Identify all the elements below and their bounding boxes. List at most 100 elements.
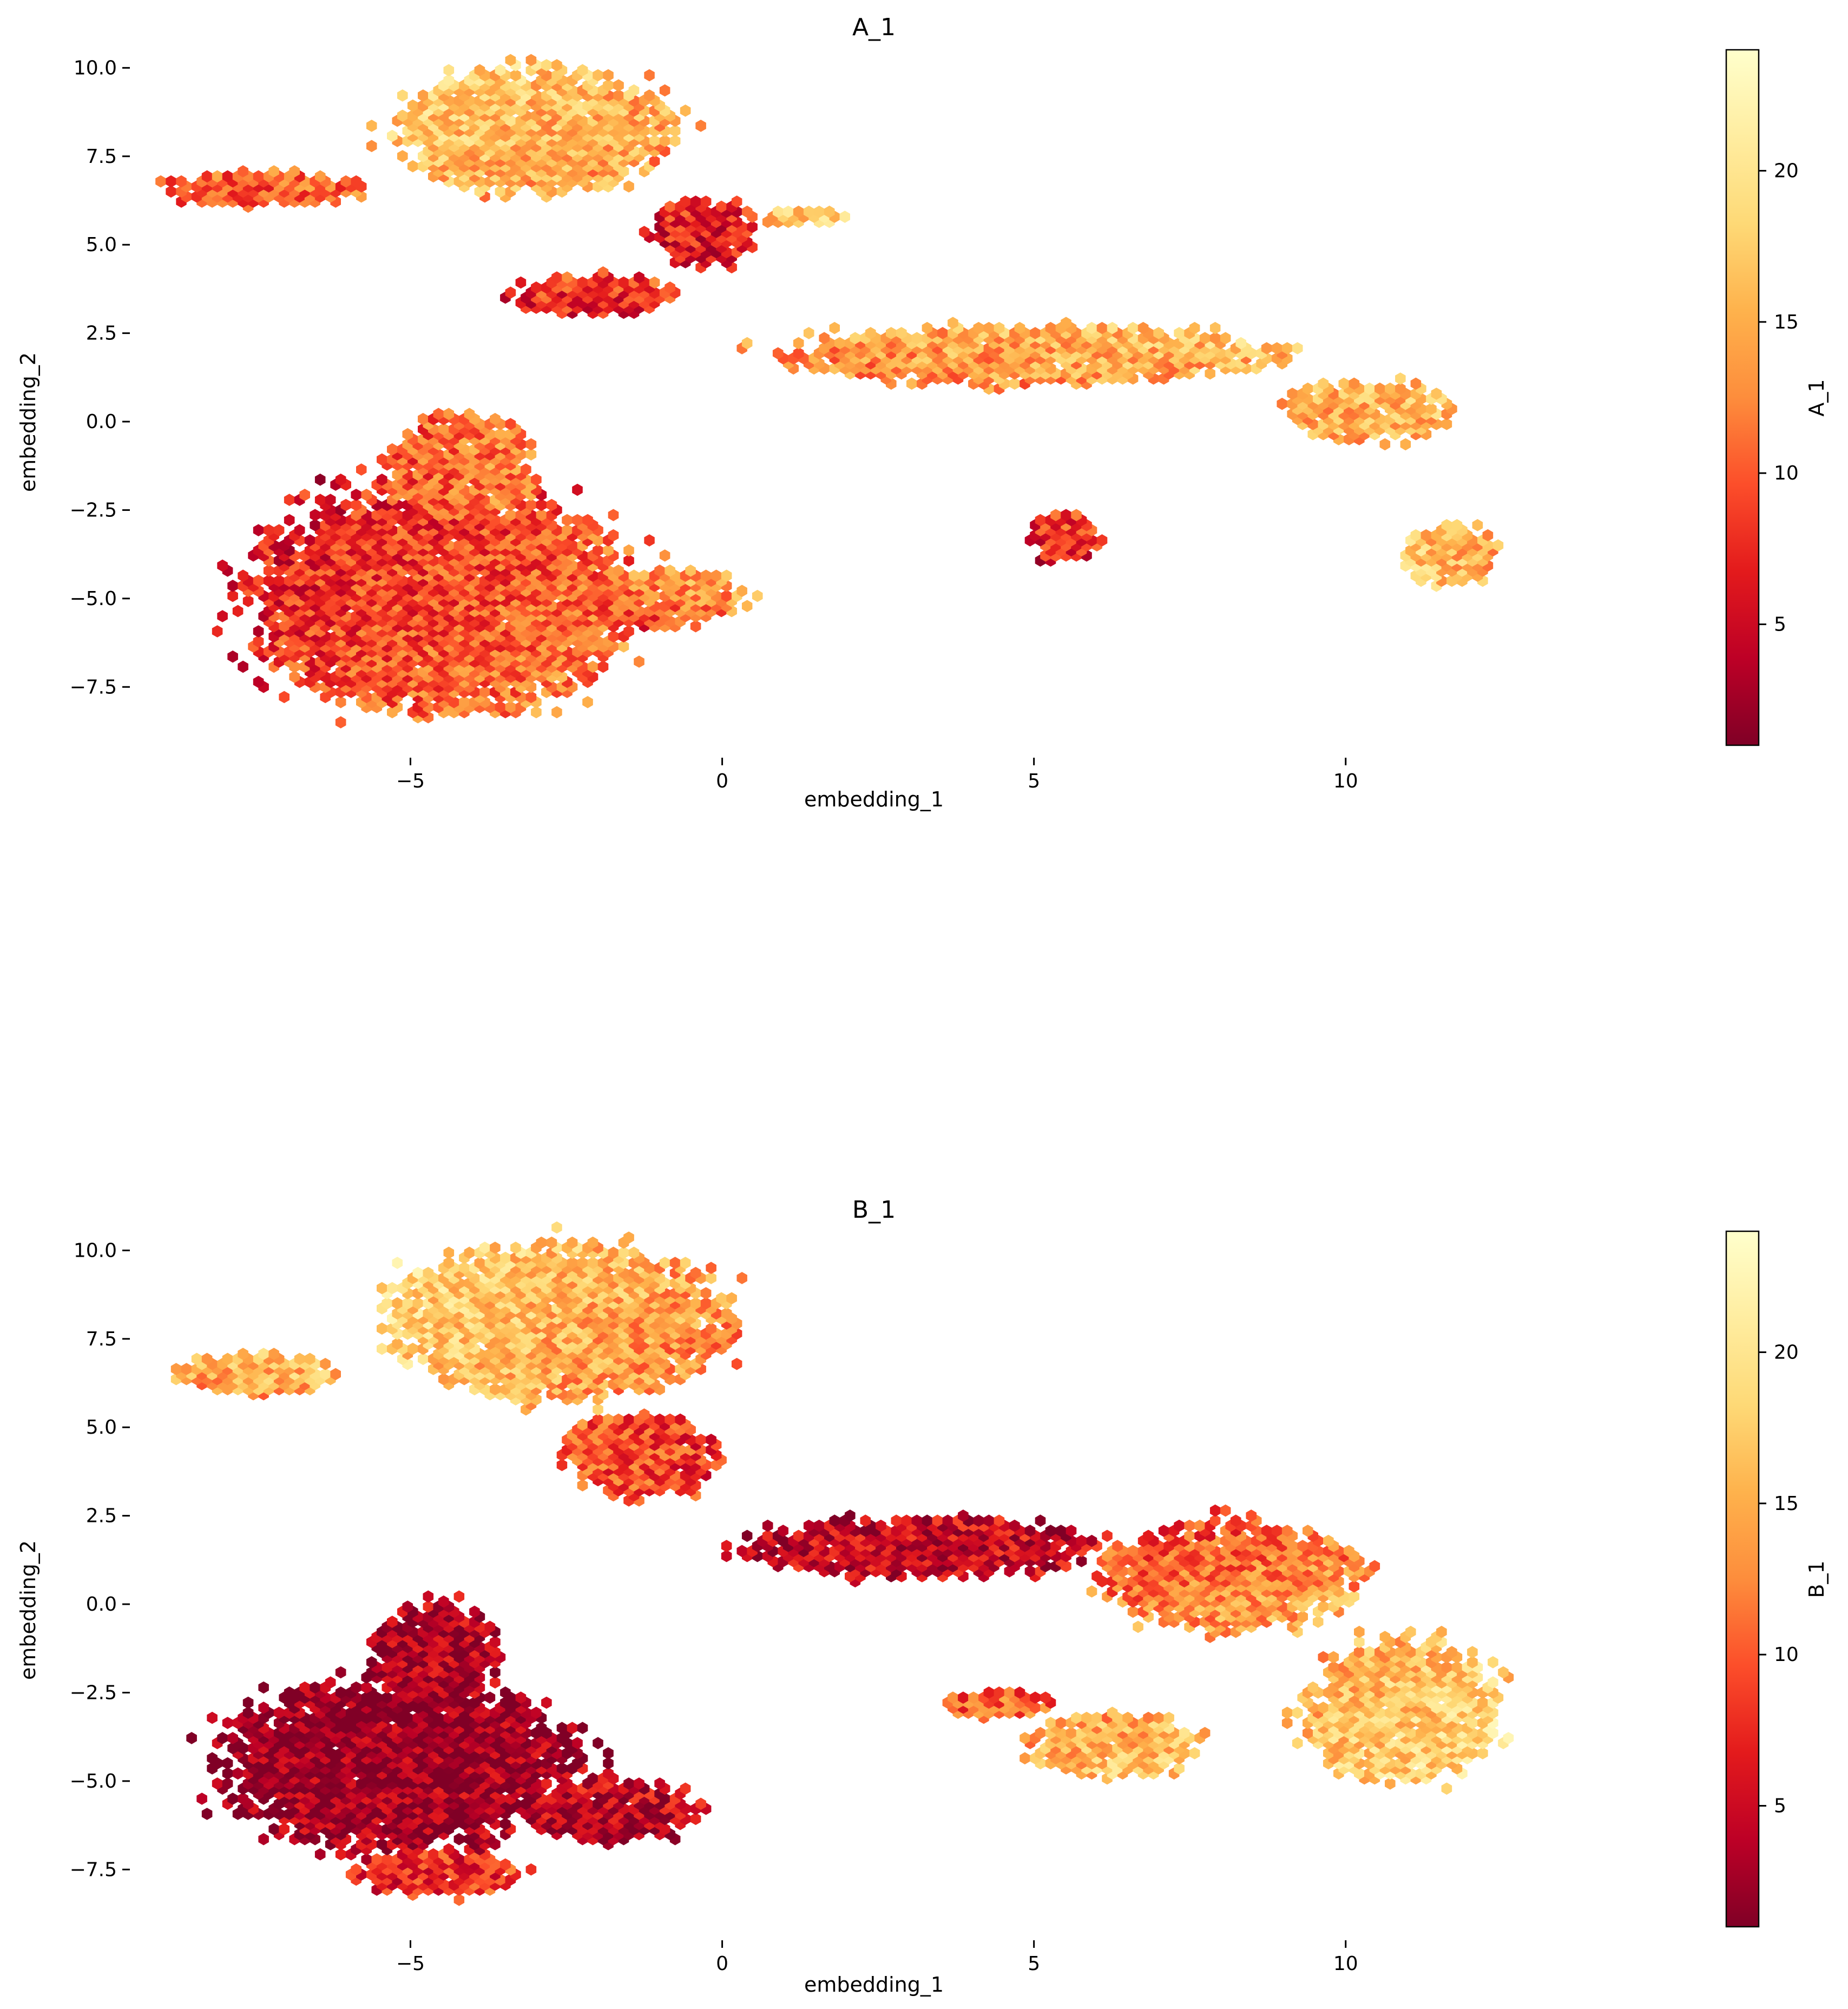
hexbin-cell xyxy=(263,574,274,587)
hexbin-cell xyxy=(541,1696,552,1709)
hexbin-cell xyxy=(201,1808,213,1820)
hexbin-cell xyxy=(366,120,377,132)
hexbin-cell xyxy=(242,1696,254,1709)
hexbin-cell xyxy=(222,1757,233,1770)
hexbin-cell xyxy=(1328,1651,1339,1664)
hexbin-cell xyxy=(736,585,747,598)
hexbin-cell xyxy=(155,175,166,188)
hexbin-cell xyxy=(644,534,655,547)
hexbin-cell xyxy=(572,483,583,496)
hexbin-cell xyxy=(829,321,840,334)
hexbin-cell xyxy=(721,589,732,602)
hexbin-cell xyxy=(695,120,706,132)
chart-b-hexbins xyxy=(170,1221,1514,1906)
hexbin-cell xyxy=(284,514,295,527)
hexbin-cell xyxy=(314,474,326,486)
hexbin-cell xyxy=(310,509,320,521)
hexbin-cell xyxy=(659,84,670,97)
hexbin-cell xyxy=(597,660,609,673)
hexbin-cell xyxy=(1467,1646,1478,1658)
hexbin-cell xyxy=(242,595,254,607)
hexbin-cell xyxy=(1292,1737,1303,1749)
hexbin-cell xyxy=(351,489,361,501)
hexbin-cell xyxy=(680,104,691,117)
hexbin-cell xyxy=(618,640,629,653)
hexbin-cell xyxy=(166,175,176,188)
hexbin-cell xyxy=(397,89,408,102)
hexbin-cell xyxy=(582,696,593,708)
hexbin-cell xyxy=(232,1767,244,1780)
chart-a-colorbar-label: A_1 xyxy=(1805,379,1829,416)
hexbin-cell xyxy=(335,1666,346,1679)
hexbin-cell xyxy=(279,691,290,704)
hexbin-cell xyxy=(495,701,506,713)
x-tick-label: 10 xyxy=(1333,770,1358,792)
hexbin-cell xyxy=(1379,438,1391,451)
chart-a-title: A_1 xyxy=(852,14,896,41)
hexbin-cell xyxy=(603,69,614,82)
hexbin-cell xyxy=(1281,1706,1293,1719)
hexbin-cell xyxy=(803,327,814,339)
hexbin-cell xyxy=(505,701,516,713)
hexbin-cell xyxy=(608,630,619,643)
hexbin-cell xyxy=(258,1681,269,1694)
hexbin-cell xyxy=(196,1793,207,1805)
y-tick-label: −2.5 xyxy=(70,499,117,521)
y-tick-label: −5.0 xyxy=(70,588,117,610)
hexbin-cell xyxy=(1354,1625,1365,1638)
hexbin-cell xyxy=(217,610,228,622)
hexbin-cell xyxy=(644,69,655,82)
hexbin-cell xyxy=(1209,321,1221,334)
hexbin-cell xyxy=(741,600,753,613)
hexbin-cell xyxy=(335,716,346,728)
hexbin-cell xyxy=(289,671,300,683)
hexbin-cell xyxy=(366,140,377,153)
colorbar-tick-label: 20 xyxy=(1774,160,1799,182)
hexbin-cell xyxy=(623,544,634,557)
hexbin-cell xyxy=(793,337,804,350)
chart-a-colorbar xyxy=(1726,50,1759,745)
hexbin-cell xyxy=(593,1737,603,1749)
hexbin-cell xyxy=(253,675,264,688)
hexbin-cell xyxy=(212,625,223,638)
hexbin-cell xyxy=(1277,397,1287,410)
hexbin-cell xyxy=(587,660,599,673)
hexbin-cell xyxy=(1400,438,1411,451)
hexbin-cell xyxy=(314,1848,326,1861)
hexbin-cell xyxy=(186,1732,197,1744)
hexbin-cell xyxy=(752,589,763,602)
hexbin-cell xyxy=(207,1711,218,1724)
hexbin-cell xyxy=(613,79,624,91)
panel-b: B_1 −5 0 5 10 −7.5−5.0−2.50.02.55.07.510.0 … xyxy=(16,1196,1829,1997)
colorbar-tick-label: 10 xyxy=(1774,462,1799,484)
hexbin-cell xyxy=(906,377,917,390)
colorbar-tick-label: 15 xyxy=(1774,311,1799,333)
hexbin-cell xyxy=(397,150,408,162)
hexbin-cell xyxy=(659,549,670,562)
hexbin-cell xyxy=(258,1833,269,1846)
hexbin-cell xyxy=(253,625,264,638)
chart-b-title: B_1 xyxy=(852,1196,896,1224)
colorbar-tick-label: 5 xyxy=(1774,614,1786,636)
x-tick-label: −5 xyxy=(396,770,425,792)
hexbin-cell xyxy=(551,706,562,719)
hexbin-cell xyxy=(603,1747,614,1759)
hexbin-cell xyxy=(1488,1656,1498,1669)
hexbin-cell xyxy=(227,580,238,592)
hexbin-cell xyxy=(284,494,295,506)
hexbin-cell xyxy=(459,696,470,708)
y-tick-label: 10.0 xyxy=(74,57,117,79)
hexbin-cell xyxy=(1292,1706,1303,1719)
hexbin-cell xyxy=(407,160,418,173)
hexbin-cell xyxy=(453,1833,465,1846)
hexbin-cell xyxy=(253,574,264,587)
chart-a-y-axis: −7.5−5.0−2.50.02.55.07.510.0 xyxy=(70,57,130,698)
hexbin-cell xyxy=(562,514,573,527)
hexbin-cell xyxy=(1020,1752,1030,1765)
hexbin-cell xyxy=(273,574,285,587)
hexbin-cell xyxy=(1292,342,1303,354)
y-tick-label: 2.5 xyxy=(86,323,117,345)
hexbin-cell xyxy=(690,620,701,633)
hexbin-cell xyxy=(227,589,238,602)
